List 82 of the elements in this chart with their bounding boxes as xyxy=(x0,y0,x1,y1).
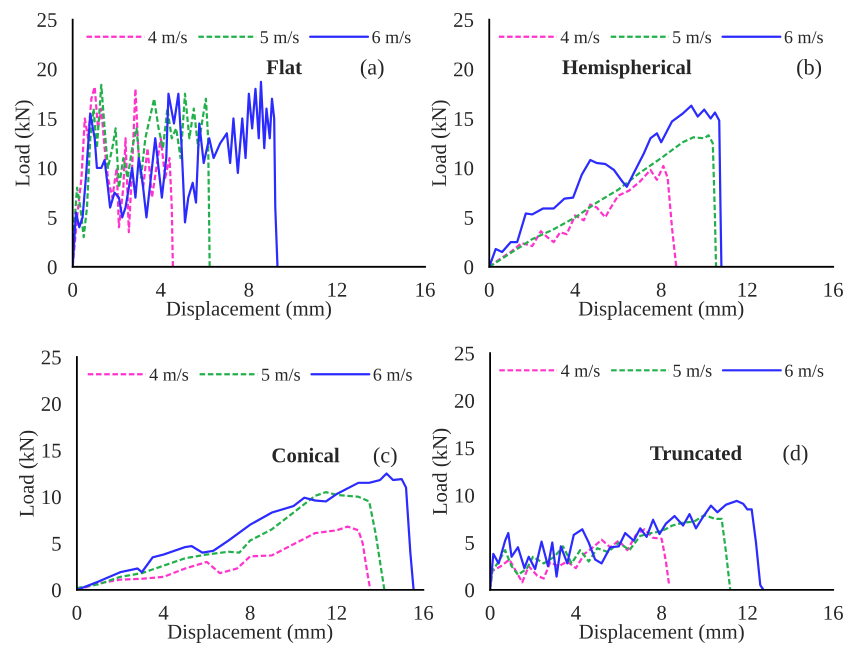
y-axis-title: Load (kN) xyxy=(431,100,450,186)
y-tick-label: 25 xyxy=(42,350,61,365)
x-tick-label: 12 xyxy=(328,282,346,297)
x-tick-label: 12 xyxy=(738,606,757,620)
line-series xyxy=(489,164,678,267)
y-tick-label: 15 xyxy=(42,444,61,458)
y-tick-label: 10 xyxy=(42,490,61,504)
y-tick-label: 20 xyxy=(37,62,57,76)
y-tick-label: 20 xyxy=(42,397,61,412)
line-series xyxy=(76,472,415,590)
x-tick-label: 12 xyxy=(738,282,756,297)
legend-label: 4 m/s xyxy=(561,364,600,377)
x-tick-label: 8 xyxy=(246,606,255,620)
y-tick-label: 0 xyxy=(465,583,474,598)
y-tick-label: 15 xyxy=(38,112,57,126)
legend-label: 5 m/s xyxy=(674,364,712,377)
y-tick-label: 15 xyxy=(454,112,474,126)
line-series xyxy=(72,86,174,267)
legend-label: 6 m/s xyxy=(784,31,823,44)
annotation: (b) xyxy=(797,58,822,80)
line-series xyxy=(490,500,765,590)
legend-label: 5 m/s xyxy=(262,368,300,381)
y-tick-label: 25 xyxy=(454,13,474,28)
y-tick-label: 25 xyxy=(454,346,474,361)
y-tick-label: 15 xyxy=(456,441,474,456)
legend-label: 6 m/s xyxy=(374,368,412,381)
y-tick-label: 5 xyxy=(466,536,474,550)
legend-label: 5 m/s xyxy=(260,31,299,44)
x-tick-label: 8 xyxy=(244,282,254,297)
x-tick-label: 16 xyxy=(416,282,435,297)
x-tick-label: 0 xyxy=(72,606,82,620)
x-tick-label: 0 xyxy=(486,606,495,620)
line-series xyxy=(489,134,718,267)
x-tick-label: 0 xyxy=(68,282,78,297)
legend-label: 4 m/s xyxy=(148,31,187,44)
y-tick-label: 0 xyxy=(464,260,474,274)
x-tick-label: 4 xyxy=(571,606,581,620)
x-tick-label: 12 xyxy=(328,606,346,620)
y-axis-title: Load (kN) xyxy=(14,100,34,186)
x-tick-label: 16 xyxy=(414,606,434,620)
x-axis-title: Displacement (mm) xyxy=(579,624,744,643)
y-axis-title: Load (kN) xyxy=(432,428,452,515)
y-tick-label: 20 xyxy=(454,62,474,76)
legend-label: 4 m/s xyxy=(560,31,600,44)
annotation: (c) xyxy=(374,447,397,468)
y-axis-title: Load (kN) xyxy=(19,430,38,517)
annotation: (a) xyxy=(360,58,384,80)
y-tick-label: 10 xyxy=(38,161,57,176)
legend-label: 6 m/s xyxy=(785,364,824,377)
x-tick-label: 4 xyxy=(156,282,166,297)
legend-label: 5 m/s xyxy=(673,31,712,44)
annotation: Truncated xyxy=(650,446,742,460)
annotation: (d) xyxy=(783,444,808,466)
y-tick-label: 20 xyxy=(454,394,474,408)
annotation: Conical xyxy=(272,448,340,462)
legend-label: 4 m/s xyxy=(150,368,188,381)
legend-label: 6 m/s xyxy=(372,31,411,44)
line-series xyxy=(490,514,732,590)
x-axis-title: Displacement (mm) xyxy=(168,624,332,643)
y-tick-label: 10 xyxy=(456,488,474,503)
x-axis-title: Displacement (mm) xyxy=(578,301,744,320)
annotation: Flat xyxy=(266,60,302,74)
y-tick-label: 0 xyxy=(48,260,57,274)
line-series xyxy=(72,84,211,267)
x-tick-label: 0 xyxy=(484,282,494,297)
annotation: Hemispherical xyxy=(562,60,692,79)
line-series xyxy=(72,80,279,267)
y-tick-label: 5 xyxy=(464,210,474,225)
x-tick-label: 8 xyxy=(657,606,666,620)
y-tick-label: 0 xyxy=(52,583,61,598)
x-tick-label: 16 xyxy=(824,606,843,620)
x-tick-label: 4 xyxy=(158,606,168,620)
x-tick-label: 16 xyxy=(824,282,843,297)
line-series xyxy=(489,104,723,267)
x-axis-title: Displacement (mm) xyxy=(166,301,331,320)
y-tick-label: 5 xyxy=(52,536,61,551)
x-tick-label: 8 xyxy=(656,282,666,297)
line-series xyxy=(76,491,386,590)
x-tick-label: 4 xyxy=(570,282,580,297)
y-tick-label: 10 xyxy=(454,161,474,176)
y-tick-label: 25 xyxy=(37,13,57,28)
y-tick-label: 5 xyxy=(48,210,57,225)
